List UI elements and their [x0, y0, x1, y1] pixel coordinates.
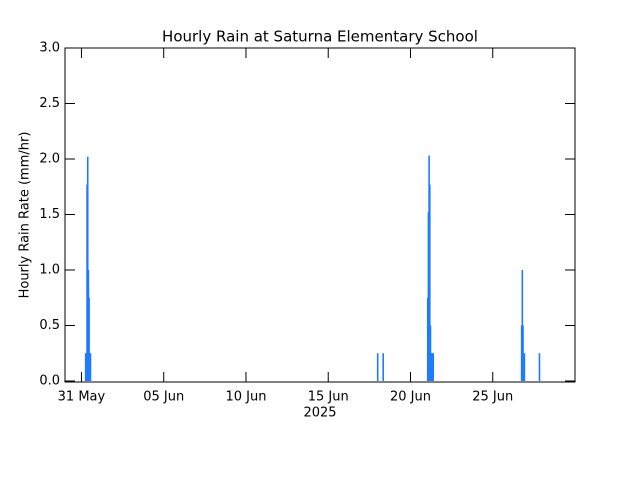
bar [88, 297, 90, 381]
y-tick-label: 1.5 [39, 207, 60, 222]
y-tick-label: 0.0 [39, 374, 60, 389]
x-axis-label: 2025 [303, 406, 336, 421]
x-tick-label: 31 May [58, 390, 106, 405]
bar [523, 353, 526, 381]
x-tick-label: 25 Jun [472, 390, 513, 405]
bar [428, 184, 431, 381]
bar [382, 353, 384, 381]
bar [376, 353, 379, 381]
y-tick-label: 2.0 [39, 152, 60, 167]
bar [432, 353, 435, 381]
y-tick-label: 3.0 [39, 41, 60, 56]
chart-title: Hourly Rain at Saturna Elementary School [162, 28, 478, 46]
x-tick-label: 20 Jun [390, 390, 431, 405]
y-tick-label: 2.5 [39, 96, 60, 111]
y-axis-label: Hourly Rain Rate (mm/hr) [18, 132, 33, 299]
y-tick-label: 1.0 [39, 263, 60, 278]
x-tick-label: 10 Jun [225, 390, 266, 405]
bar [89, 353, 92, 381]
x-tick-label: 15 Jun [308, 390, 349, 405]
y-tick-label: 0.5 [39, 318, 60, 333]
bar [86, 156, 89, 381]
x-tick-label: 05 Jun [143, 390, 184, 405]
bar [538, 353, 541, 381]
